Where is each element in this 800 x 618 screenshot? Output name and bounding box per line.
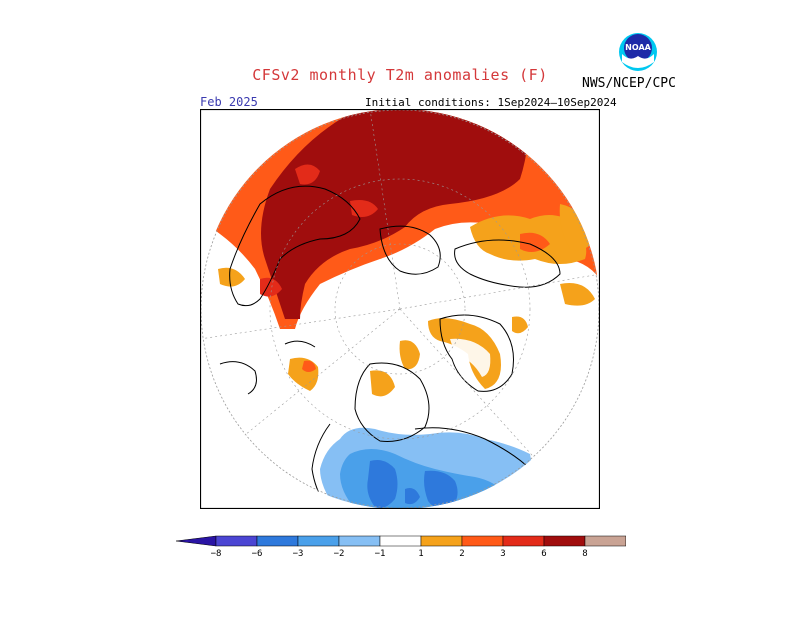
latitude-circle bbox=[269, 178, 531, 440]
anomaly-red-patch bbox=[260, 277, 282, 297]
coastline bbox=[454, 239, 561, 288]
colorbar-swatch bbox=[379, 535, 422, 547]
map-border bbox=[199, 108, 601, 510]
colorbar-swatch bbox=[543, 535, 586, 547]
anomaly-east-patch bbox=[560, 283, 595, 306]
noaa-logo-icon: NOAA bbox=[618, 32, 658, 72]
colorbar-label: 6 bbox=[541, 549, 546, 559]
colorbar-label: 2 bbox=[459, 549, 464, 559]
colorbar-swatch bbox=[338, 535, 381, 547]
anomaly-arctic-red bbox=[302, 360, 316, 372]
coastline bbox=[379, 225, 441, 275]
meridian bbox=[200, 308, 401, 340]
coastline bbox=[284, 340, 316, 348]
coastline bbox=[229, 185, 361, 307]
colorbar-swatch bbox=[420, 535, 463, 547]
anomaly-arctic-patch bbox=[512, 316, 528, 334]
colorbar-swatch bbox=[297, 535, 340, 547]
colorbar-label: −1 bbox=[375, 549, 386, 559]
anomaly-arctic-patch bbox=[399, 340, 420, 370]
color-scale-legend: −8 −6 −3 −2 −1 1 2 3 6 8 bbox=[175, 534, 667, 564]
colorbar-label: −6 bbox=[252, 549, 263, 559]
coastline bbox=[219, 361, 257, 395]
initial-conditions: Initial conditions: 1Sep2024–10Sep2024 bbox=[365, 96, 617, 109]
colorbar-swatch bbox=[256, 535, 299, 547]
polar-anomaly-map bbox=[199, 108, 601, 510]
colorbar-swatch bbox=[215, 535, 258, 547]
colorbar-swatch bbox=[584, 535, 627, 547]
anomaly-arctic-belt-inner bbox=[450, 338, 491, 377]
colorbar-label: 8 bbox=[582, 549, 587, 559]
meridian bbox=[399, 273, 600, 310]
anomaly-cold-core bbox=[424, 470, 458, 509]
anomaly-ne-red bbox=[520, 232, 550, 253]
coastline bbox=[439, 314, 514, 392]
svg-text:NOAA: NOAA bbox=[625, 43, 651, 52]
colorbar-swatch bbox=[461, 535, 504, 547]
colorbar-label: −8 bbox=[211, 549, 222, 559]
anomaly-red-patch bbox=[295, 164, 320, 185]
anomaly-cold-core bbox=[405, 488, 420, 505]
colorbar-label: 1 bbox=[418, 549, 423, 559]
anomaly-red-patch bbox=[350, 200, 378, 217]
coastline bbox=[414, 427, 531, 470]
meridian bbox=[239, 308, 401, 440]
colorbar-label: 3 bbox=[500, 549, 505, 559]
anomaly-west-patch bbox=[218, 267, 245, 287]
agency-label: NWS/NCEP/CPC bbox=[582, 76, 676, 91]
anomaly-cold-core bbox=[367, 460, 398, 508]
anomaly-arctic-patch bbox=[370, 370, 395, 397]
meridian bbox=[369, 109, 401, 310]
map-title: CFSv2 monthly T2m anomalies (F) bbox=[252, 66, 548, 84]
latitude-circle bbox=[334, 243, 466, 375]
colorbar-swatch bbox=[502, 535, 545, 547]
colorbar-label: −2 bbox=[334, 549, 345, 559]
colorbar-arrow-low bbox=[175, 535, 217, 547]
forecast-month: Feb 2025 bbox=[200, 95, 258, 109]
colorbar-label: −3 bbox=[293, 549, 304, 559]
anomaly-warm-core bbox=[261, 109, 530, 319]
